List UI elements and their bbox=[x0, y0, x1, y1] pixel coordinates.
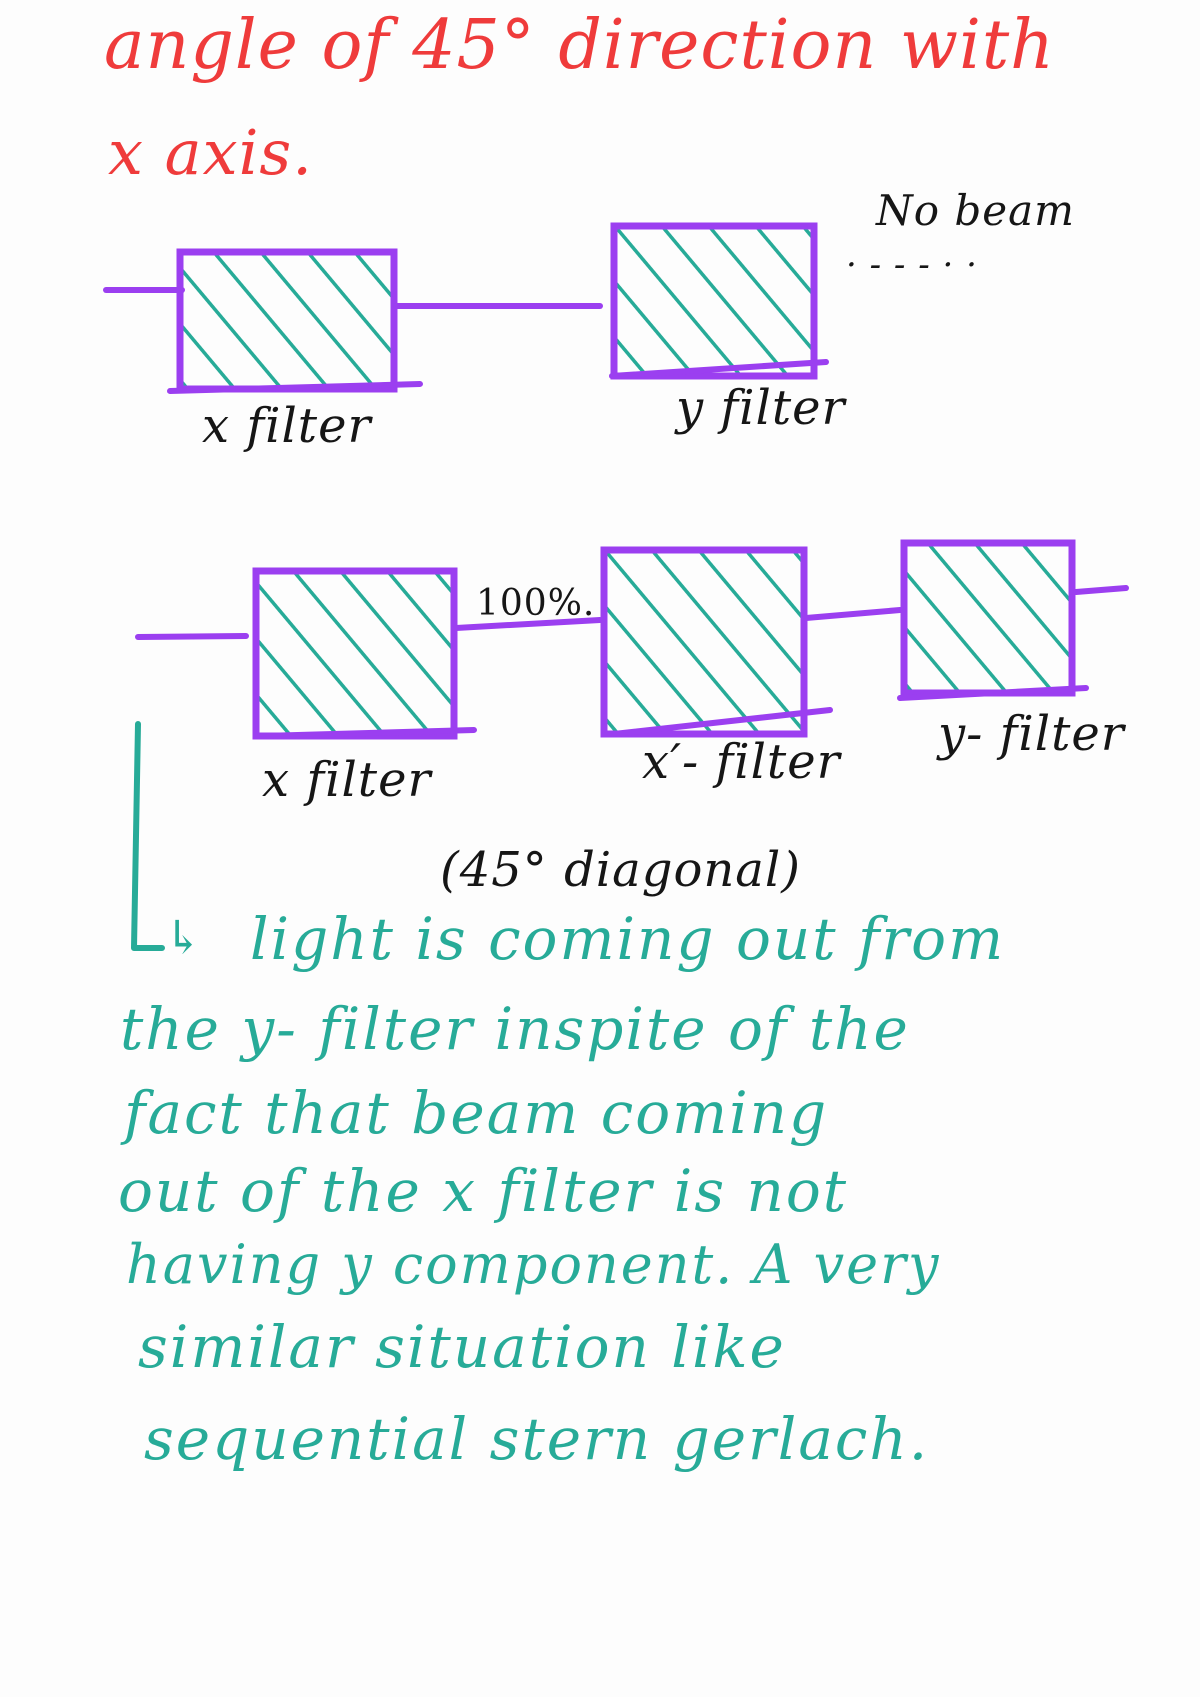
note-arrow-icon: ↳ bbox=[164, 914, 205, 960]
note-line-2: the y- filter inspite of the bbox=[120, 1000, 910, 1058]
d2-input-beam bbox=[138, 636, 246, 637]
note-line-4: out of the x filter is not bbox=[118, 1162, 848, 1220]
d1-x-filter-box bbox=[180, 252, 394, 389]
d1-y-filter-label: y filter bbox=[676, 384, 845, 432]
note-line-5: having y component. A very bbox=[126, 1238, 940, 1292]
note-line-1: light is coming out from bbox=[250, 910, 1005, 968]
d1-x-filter-label: x filter bbox=[202, 402, 371, 450]
note-line-7: sequential stern gerlach. bbox=[144, 1410, 929, 1468]
d1-y-filter-box bbox=[614, 226, 814, 376]
d2-output-beam bbox=[1076, 588, 1126, 592]
d2-y-filter-box bbox=[904, 543, 1072, 693]
note-line-6: similar situation like bbox=[138, 1318, 786, 1376]
d2-x-filter-box bbox=[256, 571, 454, 736]
d1-no-beam-dots: · - - - · · bbox=[846, 248, 978, 282]
note-bracket-line bbox=[134, 724, 162, 948]
d2-diagonal-note: (45° diagonal) bbox=[440, 846, 801, 894]
d2-y-filter-label: y- filter bbox=[938, 710, 1125, 758]
d2-percent-label: 100%. bbox=[476, 586, 595, 622]
d2-beam-2-3 bbox=[806, 610, 900, 618]
d2-x-prime-filter-label: x′- filter bbox=[642, 738, 841, 786]
d2-x-filter-label: x filter bbox=[262, 756, 431, 804]
d2-x-prime-filter-box bbox=[604, 550, 804, 734]
note-line-3: fact that beam coming bbox=[124, 1084, 828, 1142]
d1-no-beam-label: No beam bbox=[876, 190, 1075, 232]
